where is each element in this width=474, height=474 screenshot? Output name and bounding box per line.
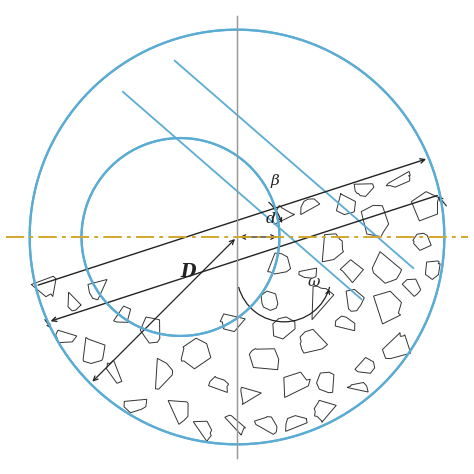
Polygon shape	[88, 280, 107, 300]
Polygon shape	[347, 383, 368, 392]
Polygon shape	[299, 268, 317, 278]
Polygon shape	[56, 330, 77, 343]
Polygon shape	[300, 329, 328, 353]
Polygon shape	[411, 191, 439, 221]
Polygon shape	[114, 306, 131, 322]
Polygon shape	[249, 348, 279, 370]
Polygon shape	[355, 357, 374, 374]
Polygon shape	[286, 416, 307, 431]
Polygon shape	[273, 317, 295, 339]
Text: ω: ω	[308, 275, 320, 290]
Polygon shape	[335, 316, 355, 331]
Polygon shape	[225, 415, 246, 435]
Text: β: β	[270, 174, 279, 188]
Polygon shape	[83, 337, 105, 364]
Polygon shape	[284, 372, 310, 398]
Polygon shape	[181, 338, 211, 369]
Polygon shape	[340, 260, 364, 283]
Polygon shape	[268, 253, 291, 274]
Polygon shape	[425, 261, 440, 280]
Polygon shape	[255, 417, 277, 434]
Polygon shape	[261, 291, 278, 310]
Polygon shape	[354, 184, 374, 196]
Polygon shape	[402, 279, 420, 296]
Polygon shape	[168, 401, 188, 424]
Polygon shape	[209, 376, 228, 392]
Polygon shape	[383, 333, 411, 358]
Polygon shape	[155, 358, 173, 389]
Polygon shape	[322, 234, 344, 262]
Polygon shape	[220, 314, 245, 331]
Polygon shape	[386, 172, 410, 187]
Polygon shape	[372, 252, 401, 283]
Text: D: D	[181, 263, 196, 281]
Polygon shape	[31, 276, 56, 297]
Polygon shape	[346, 290, 365, 311]
Text: d: d	[265, 212, 275, 226]
Polygon shape	[140, 317, 160, 343]
Polygon shape	[337, 193, 356, 215]
Polygon shape	[124, 399, 147, 413]
Polygon shape	[68, 292, 81, 311]
Polygon shape	[106, 360, 122, 383]
Polygon shape	[301, 199, 320, 215]
Polygon shape	[361, 205, 389, 237]
Polygon shape	[413, 233, 431, 250]
Polygon shape	[241, 387, 261, 404]
Polygon shape	[314, 401, 336, 422]
Polygon shape	[272, 206, 295, 224]
Polygon shape	[193, 421, 212, 441]
Polygon shape	[312, 286, 334, 319]
Polygon shape	[317, 372, 334, 393]
Polygon shape	[374, 291, 401, 324]
